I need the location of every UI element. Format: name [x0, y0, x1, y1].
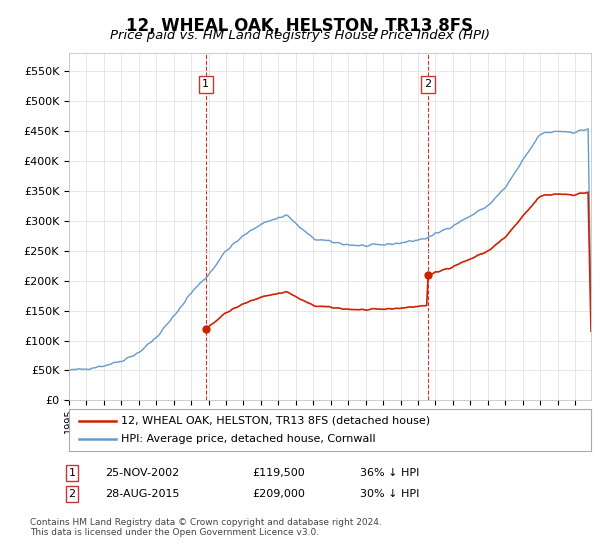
Text: 30% ↓ HPI: 30% ↓ HPI	[360, 489, 419, 499]
Text: £119,500: £119,500	[252, 468, 305, 478]
Text: 1: 1	[202, 80, 209, 90]
Text: HPI: Average price, detached house, Cornwall: HPI: Average price, detached house, Corn…	[121, 434, 376, 444]
Text: 25-NOV-2002: 25-NOV-2002	[105, 468, 179, 478]
Text: 28-AUG-2015: 28-AUG-2015	[105, 489, 179, 499]
Text: Contains HM Land Registry data © Crown copyright and database right 2024.
This d: Contains HM Land Registry data © Crown c…	[30, 518, 382, 538]
Text: 2: 2	[68, 489, 76, 499]
Text: 2: 2	[425, 80, 432, 90]
Text: 1: 1	[68, 468, 76, 478]
Text: Price paid vs. HM Land Registry's House Price Index (HPI): Price paid vs. HM Land Registry's House …	[110, 29, 490, 42]
Text: 12, WHEAL OAK, HELSTON, TR13 8FS (detached house): 12, WHEAL OAK, HELSTON, TR13 8FS (detach…	[121, 416, 430, 426]
Text: 36% ↓ HPI: 36% ↓ HPI	[360, 468, 419, 478]
Text: £209,000: £209,000	[252, 489, 305, 499]
Text: 12, WHEAL OAK, HELSTON, TR13 8FS: 12, WHEAL OAK, HELSTON, TR13 8FS	[127, 17, 473, 35]
